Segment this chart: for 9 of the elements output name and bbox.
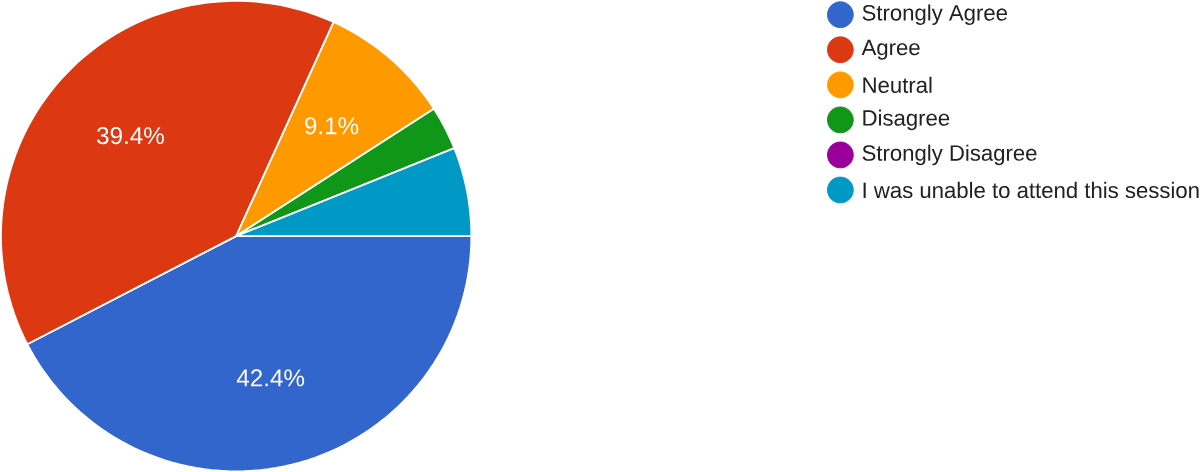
legend-label: Agree: [861, 39, 920, 60]
legend-label: I was unable to attend this session: [863, 181, 1199, 198]
legend-label: Strongly Disagree: [862, 144, 1037, 166]
data-label: 9.1%: [305, 117, 359, 135]
legend-label: Disagree: [863, 109, 950, 131]
legend-label: Strongly Agree: [862, 4, 1007, 25]
data-label: 42.4%: [236, 369, 305, 387]
data-label: 39.4%: [97, 126, 164, 145]
legend-label: Neutral: [863, 76, 932, 93]
